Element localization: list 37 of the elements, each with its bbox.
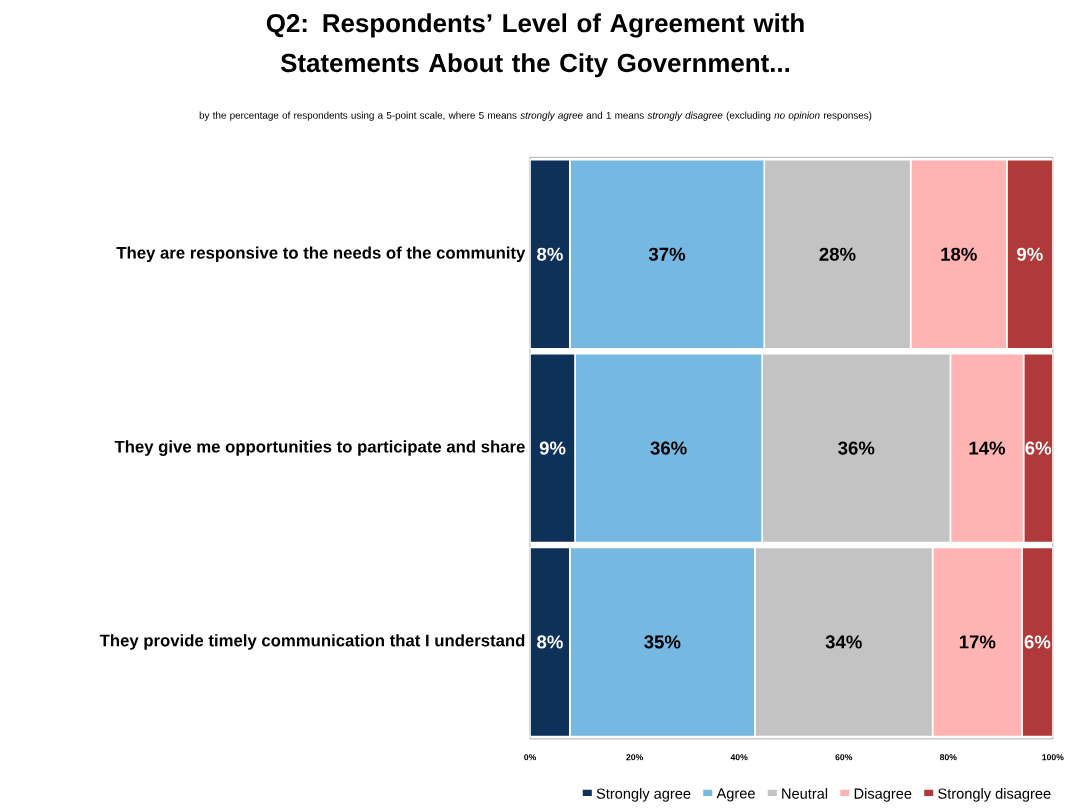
y-tick-label: They provide timely communication that I understand [99, 634, 525, 650]
bar [1006, 159, 1053, 350]
bar [530, 546, 571, 738]
y-tick-label: They give me opportunities to participate and share [114, 440, 525, 457]
x-tick-label: 40% [730, 754, 748, 761]
data-label: 34% [825, 635, 862, 649]
data-label: 6% [1024, 635, 1051, 649]
data-label: 8% [537, 635, 563, 649]
x-tick-label: 20% [626, 754, 644, 761]
data-label: 28% [819, 247, 856, 262]
bar [530, 353, 576, 544]
data-label: 36% [838, 441, 875, 455]
bar [1022, 353, 1053, 544]
data-label: 18% [941, 247, 977, 262]
data-label: 9% [539, 441, 566, 455]
legend-label: Strongly disagree [938, 788, 1051, 802]
x-tick-label: 80% [939, 754, 957, 761]
chart-title: Q2: Respondents’ Level of Agreement with Statements About the City Government... [266, 13, 804, 78]
data-label: 9% [1017, 247, 1043, 262]
bar [1021, 546, 1053, 738]
x-tick-label: 100% [1042, 754, 1064, 761]
bar [530, 159, 571, 350]
data-label: 36% [650, 441, 687, 455]
x-tick-label: 0% [524, 754, 537, 761]
legend-label: Strongly agree [596, 788, 691, 802]
data-label: 35% [644, 635, 681, 649]
data-label: 6% [1025, 441, 1052, 455]
chart-subtitle: by the percentage of respondents using a 5-point scale, where 5 means strongly agree and 1 means strongly disagree (excluding no opinion responses) [199, 111, 872, 121]
data-label: 8% [537, 247, 563, 262]
data-label: 14% [969, 441, 1006, 455]
data-label: 37% [648, 247, 686, 262]
data-label: 17% [959, 635, 996, 649]
y-tick-label: They are responsive to the needs of the community [116, 246, 526, 263]
legend-label: Agree [716, 788, 755, 802]
x-tick-label: 60% [835, 754, 853, 761]
legend-label: Neutral [782, 788, 828, 799]
legend-label: Disagree [854, 788, 912, 802]
